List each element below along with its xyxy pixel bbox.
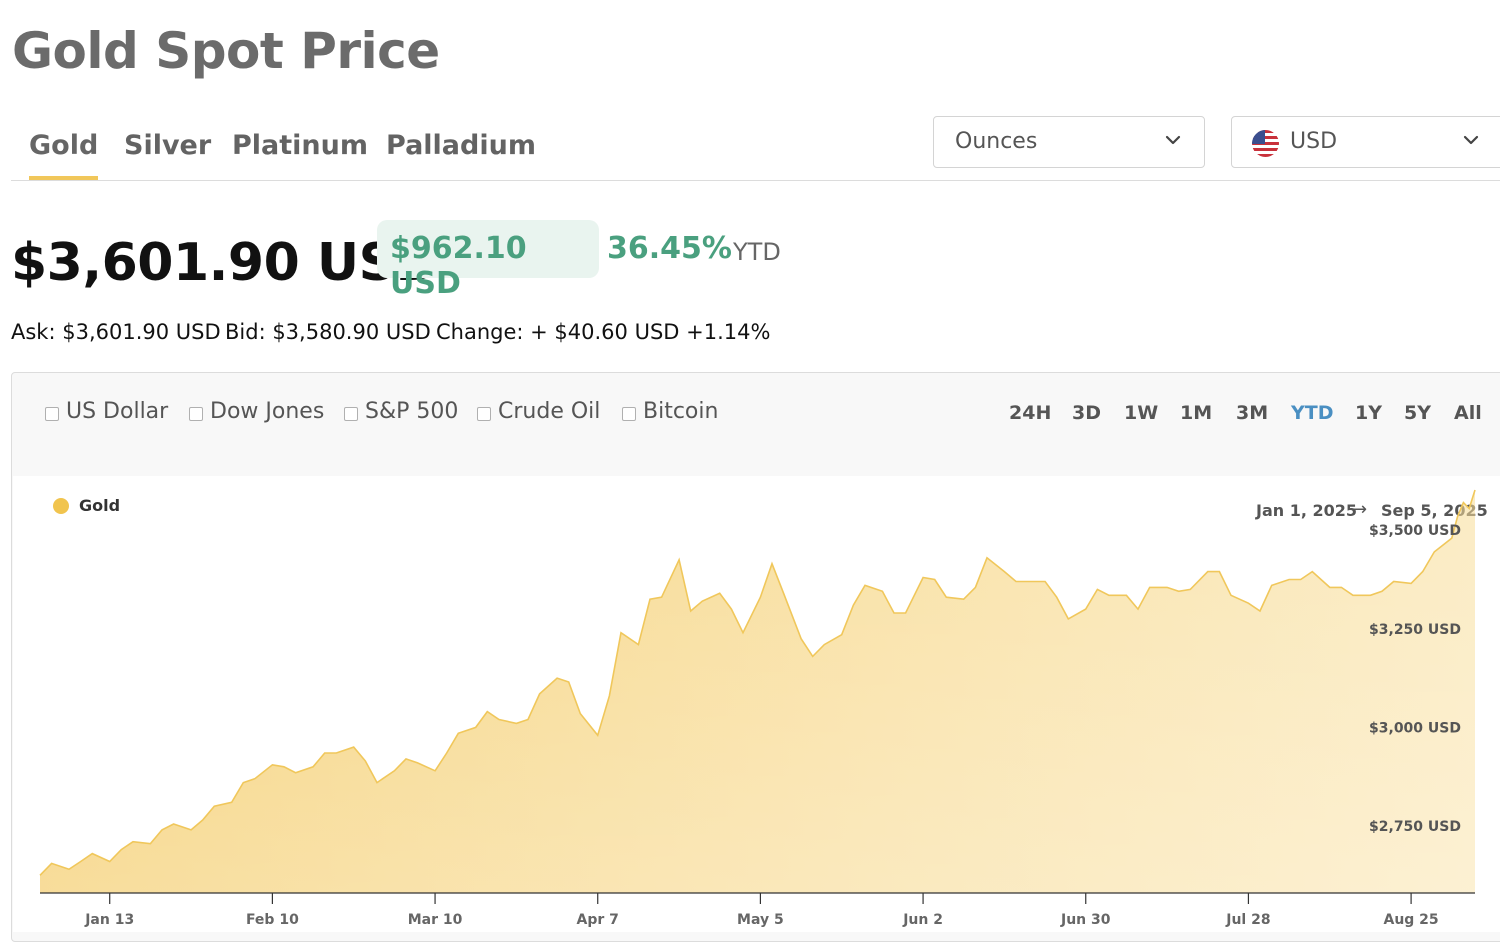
chevron-down-icon [1165, 135, 1181, 145]
spot-price: $3,601.90 USD [11, 233, 439, 293]
currency-select-value: USD [1290, 129, 1338, 154]
range-all[interactable]: All [1454, 402, 1482, 424]
tab-platinum[interactable]: Platinum [232, 130, 369, 161]
x-tick-label: Jul 28 [1225, 912, 1270, 928]
page-title: Gold Spot Price [12, 22, 440, 80]
arrow-right-icon: → [1352, 499, 1368, 520]
chevron-down-icon [1463, 135, 1479, 145]
compare-label: S&P 500 [365, 399, 459, 424]
legend-label: Gold [79, 496, 121, 515]
x-tick-label: Apr 7 [577, 912, 619, 928]
y-tick-label: $3,000 USD [1369, 720, 1461, 736]
bid-price: Bid: $3,580.90 USD [225, 320, 431, 344]
range-1w[interactable]: 1W [1124, 402, 1159, 424]
compare-label: Crude Oil [498, 399, 601, 424]
checkbox[interactable] [477, 407, 491, 421]
range-24h[interactable]: 24H [1009, 402, 1052, 424]
us-flag-icon [1252, 130, 1279, 157]
x-tick-label: Jun 2 [902, 912, 943, 928]
range-ytd[interactable]: YTD [1291, 402, 1334, 424]
unit-select[interactable]: Ounces [933, 116, 1205, 168]
compare-label: Bitcoin [643, 399, 719, 424]
x-tick-label: Jan 13 [84, 912, 134, 928]
tab-silver[interactable]: Silver [124, 130, 212, 161]
range-1m[interactable]: 1M [1180, 402, 1213, 424]
ytd-change-badge: $962.10 USD [377, 220, 599, 301]
tab-gold[interactable]: Gold [29, 130, 99, 180]
tab-palladium[interactable]: Palladium [386, 130, 536, 161]
checkbox[interactable] [189, 407, 203, 421]
checkbox[interactable] [622, 407, 636, 421]
range-1y[interactable]: 1Y [1355, 402, 1382, 424]
gold-area-fade [40, 490, 1475, 893]
x-tick-label: Jun 30 [1060, 912, 1111, 928]
range-5y[interactable]: 5Y [1404, 402, 1431, 424]
y-tick-label: $2,750 USD [1369, 819, 1461, 835]
x-tick-label: May 5 [737, 912, 784, 928]
y-tick-label: $3,250 USD [1369, 622, 1461, 638]
compare-label: Dow Jones [210, 399, 325, 424]
ytd-change-percent: 36.45% [607, 231, 732, 266]
range-3m[interactable]: 3M [1236, 402, 1269, 424]
ask-price: Ask: $3,601.90 USD [11, 320, 221, 344]
date-range-start[interactable]: Jan 1, 2025 [1256, 501, 1358, 520]
currency-select[interactable]: USD [1231, 116, 1500, 168]
checkbox[interactable] [344, 407, 358, 421]
metal-tabs: Gold Silver Platinum Palladium [11, 112, 1500, 181]
checkbox[interactable] [45, 407, 59, 421]
y-tick-label: $3,500 USD [1369, 523, 1461, 539]
legend-swatch [53, 498, 69, 514]
x-tick-label: Aug 25 [1383, 912, 1438, 928]
unit-select-value: Ounces [955, 129, 1038, 154]
ytd-label: YTD [733, 238, 781, 266]
compare-label: US Dollar [66, 399, 169, 424]
range-3d[interactable]: 3D [1072, 402, 1101, 424]
price-change: Change: + $40.60 USD +1.14% [436, 320, 771, 344]
x-tick-label: Mar 10 [408, 912, 463, 928]
gold-line [39, 489, 1476, 876]
ytd-change-value: $962.10 USD [390, 231, 527, 301]
x-tick-label: Feb 10 [246, 912, 299, 928]
